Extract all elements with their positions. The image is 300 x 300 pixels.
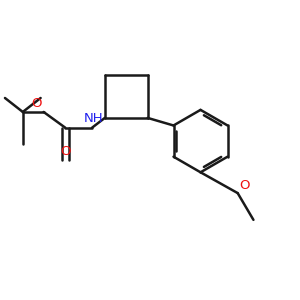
Text: O: O: [32, 98, 42, 110]
Text: NH: NH: [84, 112, 103, 125]
Text: O: O: [60, 145, 70, 158]
Text: O: O: [239, 178, 250, 192]
